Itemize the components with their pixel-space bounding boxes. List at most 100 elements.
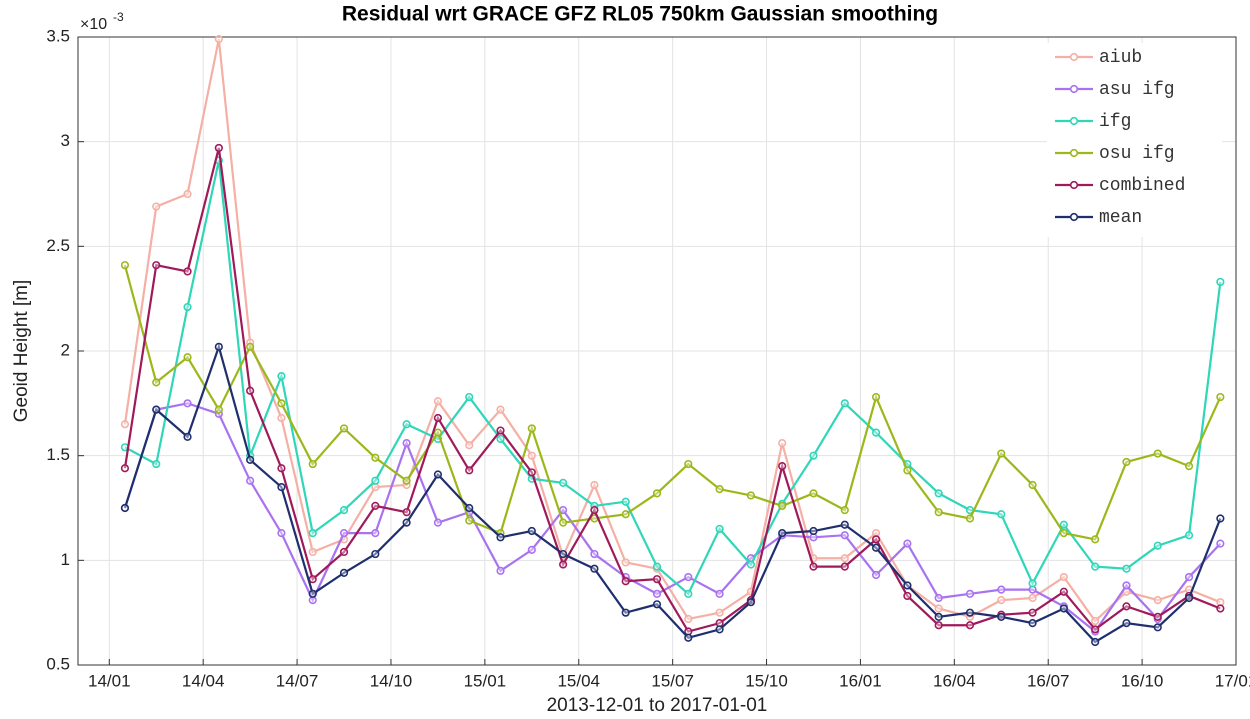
- data-point: [496, 533, 505, 542]
- data-point: [1091, 535, 1100, 544]
- data-point: [934, 621, 943, 630]
- data-point: [590, 480, 599, 490]
- data-point: [559, 518, 568, 527]
- data-point: [1122, 457, 1131, 467]
- data-point: [1122, 581, 1131, 590]
- data-point: [652, 600, 662, 609]
- data-point: [871, 428, 881, 437]
- data-point: [684, 589, 693, 598]
- data-point: [214, 143, 223, 153]
- data-point: [183, 302, 192, 312]
- data-point: [1216, 514, 1225, 523]
- data-point: [465, 392, 474, 402]
- series-line: [123, 402, 1222, 634]
- series-line: [124, 160, 1222, 596]
- data-point: [997, 585, 1006, 594]
- y-tick-label: 3.5: [46, 26, 70, 45]
- y-tick-label: 2: [61, 340, 70, 359]
- data-point: [1153, 596, 1162, 605]
- data-point: [997, 596, 1006, 605]
- data-point: [1122, 602, 1131, 611]
- data-point: [809, 489, 818, 498]
- data-point: [402, 420, 411, 429]
- data-point: [496, 434, 505, 444]
- x-tick-label: 16/01: [839, 671, 882, 690]
- legend-marker: [1069, 116, 1079, 126]
- x-tick-label: 14/10: [370, 671, 413, 690]
- data-point: [559, 549, 568, 559]
- legend-marker: [1069, 52, 1079, 62]
- data-point: [214, 342, 223, 351]
- data-point: [152, 459, 161, 469]
- data-point: [778, 501, 787, 511]
- series-line: [123, 147, 1221, 633]
- x-tick-label: 15/10: [745, 671, 788, 690]
- y-tick-label: 0.5: [46, 654, 70, 673]
- data-point: [715, 485, 724, 494]
- data-point: [120, 503, 130, 513]
- x-tick-label: 16/04: [933, 671, 976, 690]
- data-point: [339, 505, 349, 515]
- data-point: [871, 535, 881, 544]
- data-point: [496, 566, 505, 575]
- data-point: [903, 581, 912, 590]
- data-point: [715, 625, 724, 634]
- data-point: [277, 399, 286, 408]
- data-point: [1059, 529, 1068, 538]
- data-point: [1216, 277, 1225, 287]
- data-point: [1028, 593, 1037, 603]
- data-point: [433, 428, 443, 437]
- data-point: [152, 378, 161, 387]
- data-point: [183, 353, 192, 362]
- data-point: [715, 524, 724, 534]
- data-point: [120, 420, 130, 429]
- data-point: [778, 462, 787, 471]
- data-point: [840, 505, 849, 515]
- data-point: [527, 424, 536, 433]
- legend-marker: [1069, 212, 1079, 222]
- data-point: [840, 520, 849, 529]
- data-point: [308, 575, 317, 584]
- data-point: [871, 570, 881, 580]
- data-point: [120, 464, 130, 473]
- data-point: [527, 545, 536, 554]
- data-point: [590, 505, 599, 515]
- data-point: [152, 261, 161, 270]
- data-point: [433, 397, 443, 406]
- legend-marker: [1069, 84, 1079, 94]
- data-point: [684, 614, 693, 624]
- data-point: [402, 439, 411, 448]
- data-point: [1153, 623, 1162, 632]
- data-point: [934, 489, 943, 498]
- legend-label: mean: [1099, 208, 1142, 228]
- y-multiplier: ×10: [80, 16, 107, 33]
- data-point: [1028, 608, 1037, 617]
- legend-marker: [1069, 180, 1079, 190]
- data-point: [903, 539, 912, 548]
- data-point: [527, 526, 536, 536]
- data-point: [1216, 392, 1225, 402]
- x-tick-label: 15/07: [651, 671, 694, 690]
- data-point: [1122, 619, 1131, 628]
- data-point: [339, 547, 349, 557]
- plot-frame: [77, 36, 1237, 666]
- legend-label: aiub: [1099, 48, 1142, 68]
- data-point: [183, 189, 192, 199]
- data-point: [308, 589, 317, 598]
- data-point: [277, 372, 286, 381]
- data-point: [997, 449, 1006, 458]
- data-point: [1184, 531, 1194, 540]
- data-point: [1091, 562, 1100, 571]
- data-point: [308, 529, 317, 538]
- data-point: [684, 633, 693, 642]
- data-point: [371, 549, 380, 559]
- data-point: [621, 577, 630, 586]
- x-tick-label: 14/07: [276, 671, 319, 690]
- data-point: [433, 470, 443, 479]
- data-point: [621, 497, 630, 506]
- legend-label: osu ifg: [1099, 144, 1175, 164]
- data-point: [214, 34, 223, 44]
- data-point: [1184, 462, 1194, 471]
- x-tick-label: 14/01: [88, 671, 131, 690]
